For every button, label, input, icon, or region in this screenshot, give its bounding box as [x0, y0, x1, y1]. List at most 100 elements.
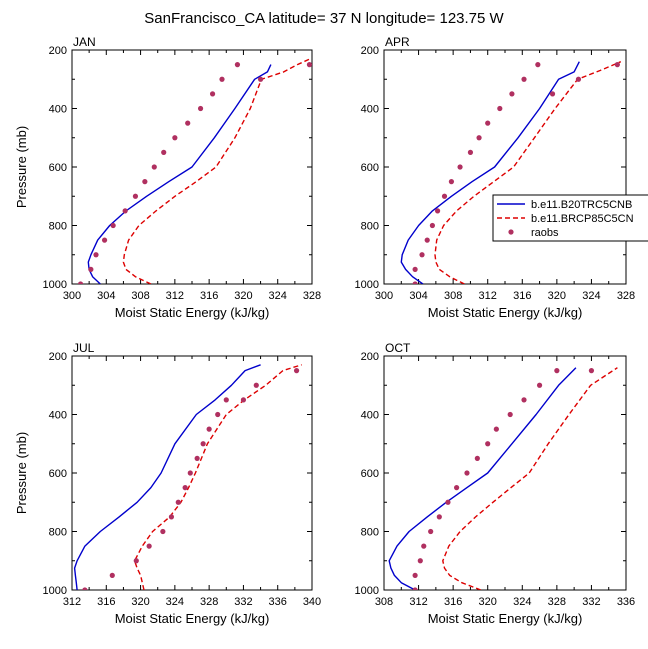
raobs-point: [209, 91, 216, 97]
x-axis-label: Moist Static Energy (kJ/kg): [428, 611, 583, 626]
raobs-point: [464, 470, 470, 476]
raobs-point: [575, 76, 582, 82]
x-tick-label: 324: [513, 596, 531, 608]
y-tick-label: 600: [49, 162, 67, 174]
legend-marker-raobs: [508, 229, 514, 235]
panel-jan: 300 304 308 312 316 320 324 328 200 400 600 800 1000…: [14, 35, 321, 320]
raobs-point: [521, 397, 527, 403]
y-tick-label: 600: [49, 468, 67, 480]
x-tick-label: 316: [513, 290, 531, 302]
y-tick-label: 200: [361, 45, 379, 57]
raobs-point: [223, 397, 229, 403]
x-tick-label: 320: [479, 596, 497, 608]
raobs-point: [485, 120, 491, 126]
raobs-point: [493, 426, 499, 432]
raobs-point: [474, 455, 480, 461]
x-tick-label: 308: [444, 290, 462, 302]
x-tick-label: 332: [582, 596, 600, 608]
raobs-point: [200, 441, 206, 447]
raobs-point: [257, 76, 264, 82]
raobs-point: [419, 252, 425, 258]
x-tick-label: 312: [409, 596, 427, 608]
x-tick-label: 312: [166, 290, 184, 302]
y-tick-label: 800: [49, 527, 67, 539]
panel-jul: 312 316 320 324 328 332 336 340 200 400 600 800 1000…: [14, 341, 321, 626]
x-tick-label: 332: [234, 596, 252, 608]
raobs-point: [253, 382, 259, 388]
y-tick-label: 200: [49, 45, 67, 57]
x-tick-label: 312: [63, 596, 81, 608]
x-axis-label: Moist Static Energy (kJ/kg): [115, 611, 270, 626]
raobs-point: [240, 397, 247, 403]
raobs-point: [151, 164, 157, 170]
panel-label: JUL: [73, 341, 95, 355]
x-tick-label: 316: [444, 596, 462, 608]
raobs-point: [133, 558, 139, 564]
y-tick-label: 400: [49, 410, 67, 422]
series-line-b-e11-b20trc5cnb: [73, 364, 261, 590]
series-line-b-e11-b20trc5cnb: [87, 64, 272, 284]
raobs-point: [215, 411, 221, 418]
raobs-point: [445, 499, 451, 505]
raobs-point: [77, 281, 84, 284]
raobs-point: [293, 368, 300, 374]
x-tick-label: 304: [97, 290, 115, 302]
raobs-point: [219, 76, 225, 82]
x-tick-label: 320: [548, 290, 566, 302]
series-group: [73, 364, 302, 590]
series-group: [388, 367, 618, 590]
series-line-b-e11-b20trc5cnb: [388, 367, 577, 590]
raobs-point: [109, 572, 115, 578]
x-tick-label: 328: [200, 596, 218, 608]
raobs-point: [175, 499, 181, 505]
legend-label-b-e11-brcp85c5cn: b.e11.BRCP85C5CN: [531, 213, 634, 225]
x-tick-label: 324: [582, 290, 600, 302]
x-tick-label: 304: [409, 290, 427, 302]
x-tick-label: 340: [303, 596, 321, 608]
raobs-point: [101, 237, 108, 243]
x-tick-label: 308: [375, 596, 393, 608]
panel-apr: 300 304 308 312 316 320 324 328 200 400 600 800 1000…: [355, 35, 636, 320]
legend-label-b-e11-b20trc5cnb: b.e11.B20TRC5CNB: [531, 199, 632, 211]
y-tick-label: 800: [361, 527, 379, 539]
raobs-point: [549, 91, 556, 97]
raobs-point: [424, 237, 430, 243]
panel-oct: 308 312 316 320 324 328 332 336 200 400 600 800 1000…: [355, 341, 636, 626]
y-tick-label: 1000: [355, 279, 379, 291]
figure-title: SanFrancisco_CA latitude= 37 N longitude…: [144, 10, 504, 27]
raobs-point: [535, 62, 541, 68]
x-tick-label: 316: [200, 290, 218, 302]
legend: b.e11.B20TRC5CNB b.e11.BRCP85C5CN raobs: [492, 194, 648, 242]
raobs-point: [93, 252, 99, 258]
raobs-point: [521, 76, 527, 82]
y-tick-label: 400: [361, 410, 379, 422]
raobs-point: [434, 208, 441, 214]
y-tick-label: 400: [49, 104, 67, 116]
raobs-point: [509, 91, 515, 97]
y-tick-label: 400: [361, 104, 379, 116]
x-axis-label: Moist Static Energy (kJ/kg): [115, 305, 270, 320]
y-tick-label: 800: [49, 221, 67, 233]
y-axis-label: Pressure (mb): [14, 126, 29, 208]
panels: 300 304 308 312 316 320 324 328 200 400 600 800 1000…: [14, 35, 635, 626]
raobs-point: [412, 587, 418, 590]
raobs-point: [454, 485, 460, 491]
raobs-point: [554, 368, 560, 374]
raobs-point: [417, 558, 423, 564]
raobs-point: [429, 222, 435, 229]
legend-box: [492, 194, 648, 242]
y-tick-label: 200: [361, 351, 379, 363]
raobs-point: [436, 514, 442, 520]
raobs-point: [146, 543, 152, 549]
plot-frame: [383, 355, 627, 591]
raobs-point: [122, 208, 128, 214]
x-tick-label: 308: [131, 290, 149, 302]
x-tick-label: 300: [63, 290, 81, 302]
raobs-point: [614, 62, 620, 68]
y-tick-label: 1000: [355, 585, 379, 597]
raobs-point: [206, 426, 212, 432]
raobs-point: [142, 179, 148, 185]
raobs-point: [194, 455, 200, 461]
raobs-point: [448, 179, 455, 185]
